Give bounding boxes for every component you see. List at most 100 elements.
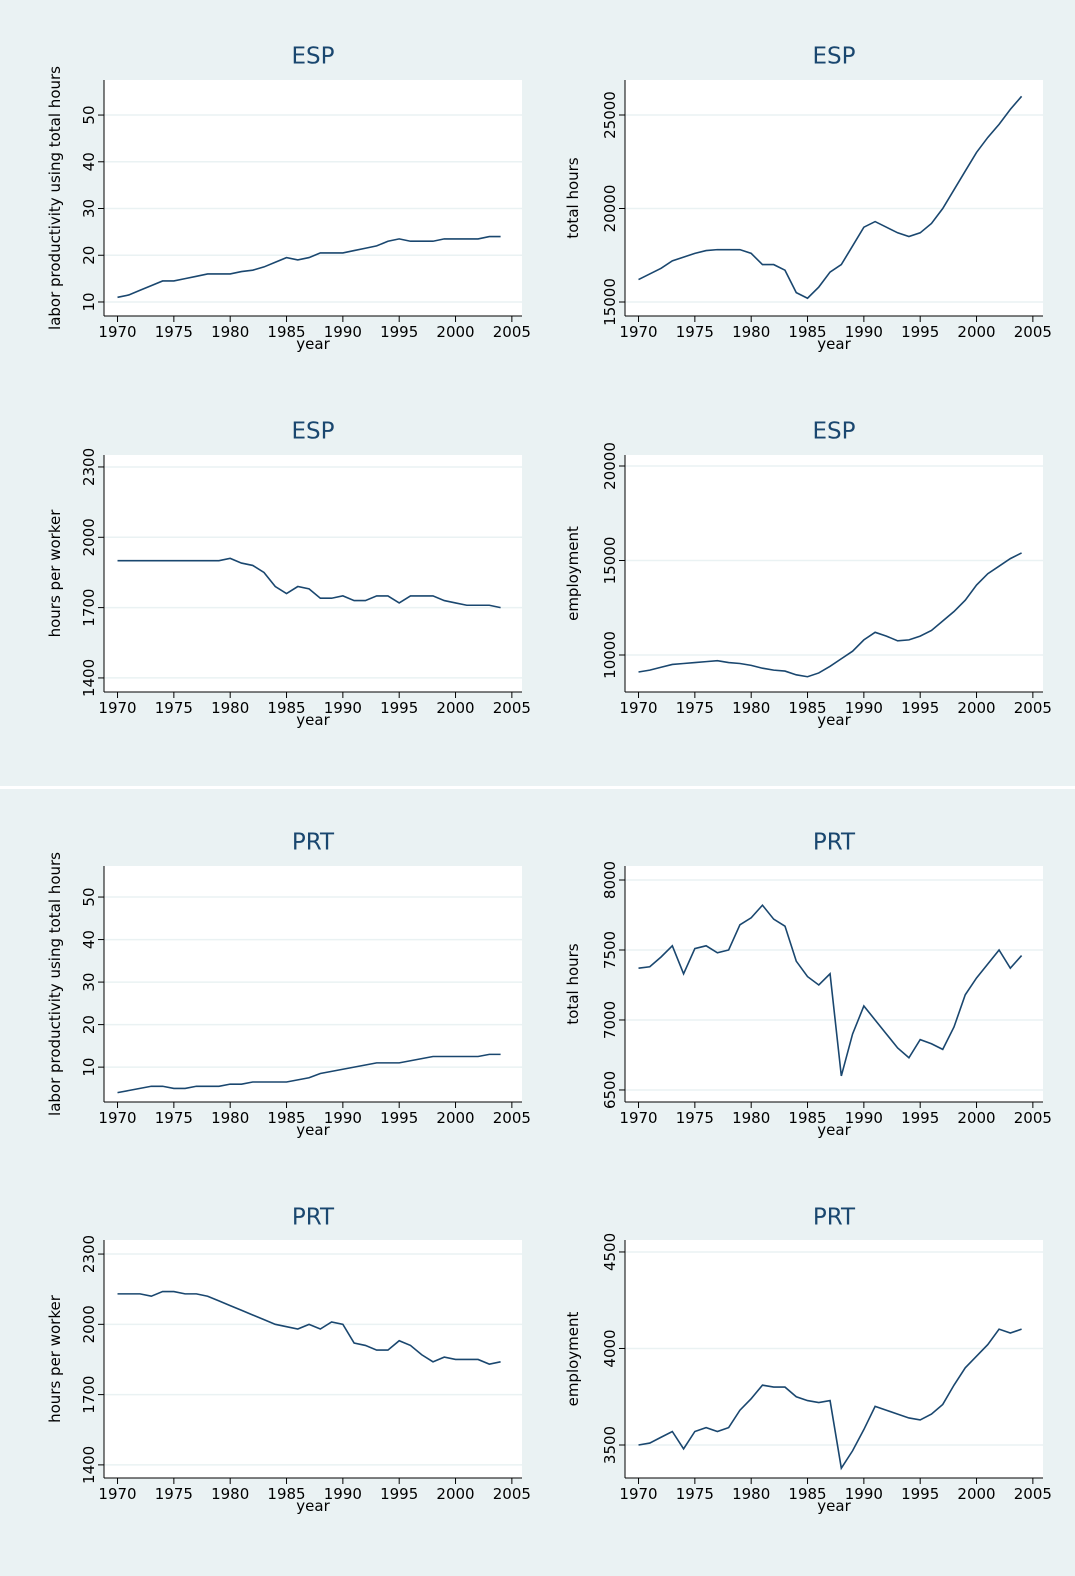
x-tick-label: 1975 bbox=[676, 1485, 714, 1503]
y-tick-label: 4000 bbox=[601, 1329, 619, 1367]
data-line bbox=[117, 1290, 501, 1365]
chart-title: PRT bbox=[813, 830, 856, 856]
data-line bbox=[117, 1053, 501, 1094]
x-axis-title: year bbox=[817, 1497, 851, 1515]
x-axis-title: year bbox=[296, 1497, 330, 1515]
data-line bbox=[117, 235, 501, 299]
x-tick-label: 1995 bbox=[901, 699, 939, 717]
x-tick-label: 1990 bbox=[845, 1109, 883, 1127]
y-axis-title: labor productivity using total hours bbox=[46, 66, 64, 330]
x-tick-label: 1980 bbox=[211, 323, 249, 341]
y-axis-title: employment bbox=[564, 1311, 582, 1406]
y-axis-title: employment bbox=[564, 526, 582, 621]
x-tick-label: 1990 bbox=[324, 1485, 362, 1503]
plot-area bbox=[625, 455, 1043, 692]
x-tick-label: 1990 bbox=[845, 1485, 883, 1503]
x-tick-label: 2000 bbox=[957, 1109, 995, 1127]
y-tick-label: 30 bbox=[80, 973, 98, 992]
x-tick-label: 1970 bbox=[619, 1485, 657, 1503]
y-tick-label: 1400 bbox=[80, 659, 98, 697]
x-tick-label: 1995 bbox=[901, 1485, 939, 1503]
x-tick-label: 1980 bbox=[732, 699, 770, 717]
y-tick-label: 3500 bbox=[601, 1426, 619, 1464]
x-tick-label: 1995 bbox=[380, 1109, 418, 1127]
y-tick-label: 40 bbox=[80, 152, 98, 171]
y-tick-label: 30 bbox=[80, 199, 98, 218]
y-tick-label: 1400 bbox=[80, 1446, 98, 1484]
y-tick-label: 1700 bbox=[80, 589, 98, 627]
y-axis-title: labor productivity using total hours bbox=[46, 852, 64, 1116]
y-tick-label: 20000 bbox=[601, 185, 619, 233]
x-tick-label: 1975 bbox=[155, 699, 193, 717]
x-tick-label: 1985 bbox=[267, 699, 305, 717]
x-tick-label: 1985 bbox=[267, 1109, 305, 1127]
x-tick-label: 1995 bbox=[380, 699, 418, 717]
chart-title: ESP bbox=[291, 44, 334, 70]
chart: ESP 15000 20000 25000 1970 1975 1980 1985 1990 19… bbox=[564, 44, 1052, 354]
chart: PRT 3500 4000 4500 1970 1975 1980 1985 1990 1995 2… bbox=[564, 1205, 1052, 1516]
y-axis-title: total hours bbox=[564, 943, 582, 1024]
y-tick-label: 10 bbox=[80, 1058, 98, 1077]
x-tick-label: 2005 bbox=[1014, 323, 1052, 341]
x-tick-label: 2005 bbox=[493, 1109, 531, 1127]
x-tick-label: 1990 bbox=[845, 323, 883, 341]
y-tick-label: 6500 bbox=[601, 1071, 619, 1109]
x-tick-label: 1975 bbox=[676, 323, 714, 341]
y-tick-label: 40 bbox=[80, 930, 98, 949]
x-axis-title: year bbox=[296, 1121, 330, 1139]
x-tick-label: 2000 bbox=[957, 699, 995, 717]
data-line bbox=[638, 1328, 1022, 1471]
x-axis-title: year bbox=[296, 335, 330, 353]
x-tick-label: 1975 bbox=[155, 1485, 193, 1503]
chart: ESP 10000 15000 20000 1970 1975 1980 1985 1990 19… bbox=[564, 419, 1052, 730]
y-tick-label: 10 bbox=[80, 292, 98, 311]
x-tick-label: 1970 bbox=[98, 323, 136, 341]
x-tick-label: 2000 bbox=[957, 1485, 995, 1503]
y-tick-label: 2000 bbox=[80, 518, 98, 556]
x-tick-label: 1970 bbox=[98, 1109, 136, 1127]
x-tick-label: 1985 bbox=[788, 1485, 826, 1503]
x-tick-label: 1995 bbox=[380, 1485, 418, 1503]
y-tick-label: 8000 bbox=[601, 861, 619, 899]
x-tick-label: 1970 bbox=[619, 1109, 657, 1127]
y-tick-label: 20000 bbox=[601, 442, 619, 490]
x-tick-label: 1980 bbox=[732, 1109, 770, 1127]
y-tick-label: 15000 bbox=[601, 537, 619, 585]
y-axis-title: hours per worker bbox=[46, 1294, 64, 1423]
y-tick-label: 15000 bbox=[601, 278, 619, 326]
x-tick-label: 2000 bbox=[436, 1485, 474, 1503]
y-tick-label: 50 bbox=[80, 887, 98, 906]
x-tick-label: 1990 bbox=[845, 699, 883, 717]
x-tick-label: 1980 bbox=[732, 1485, 770, 1503]
x-tick-label: 1980 bbox=[211, 699, 249, 717]
x-tick-label: 1970 bbox=[619, 699, 657, 717]
chart-title: ESP bbox=[291, 419, 334, 445]
x-tick-label: 1985 bbox=[267, 1485, 305, 1503]
data-line bbox=[638, 552, 1022, 678]
x-tick-label: 2000 bbox=[436, 1109, 474, 1127]
x-tick-label: 2005 bbox=[1014, 699, 1052, 717]
x-tick-label: 1995 bbox=[901, 323, 939, 341]
x-tick-label: 2005 bbox=[493, 323, 531, 341]
x-tick-label: 1980 bbox=[211, 1109, 249, 1127]
y-tick-label: 20 bbox=[80, 1015, 98, 1034]
chart: PRT 10 20 30 40 50 1970 1975 1980 1985 1990 1995 200… bbox=[46, 830, 531, 1140]
x-tick-label: 1975 bbox=[155, 1109, 193, 1127]
x-axis-title: year bbox=[296, 711, 330, 729]
y-tick-label: 1700 bbox=[80, 1376, 98, 1414]
x-tick-label: 2000 bbox=[957, 323, 995, 341]
chart: PRT 6500 7000 7500 8000 1970 1975 1980 1985 1990 1… bbox=[564, 830, 1052, 1140]
x-tick-label: 1980 bbox=[732, 323, 770, 341]
y-tick-label: 2300 bbox=[80, 448, 98, 486]
chart-title: ESP bbox=[812, 44, 855, 70]
x-tick-label: 1990 bbox=[324, 323, 362, 341]
y-tick-label: 20 bbox=[80, 246, 98, 265]
chart: PRT 1400 1700 2000 2300 1970 1975 1980 1985 1990 1… bbox=[46, 1205, 531, 1516]
x-tick-label: 1970 bbox=[619, 323, 657, 341]
x-tick-label: 1975 bbox=[676, 699, 714, 717]
x-tick-label: 2005 bbox=[493, 1485, 531, 1503]
data-line bbox=[638, 903, 1023, 1077]
plot-area bbox=[104, 455, 522, 692]
x-tick-label: 1990 bbox=[324, 699, 362, 717]
